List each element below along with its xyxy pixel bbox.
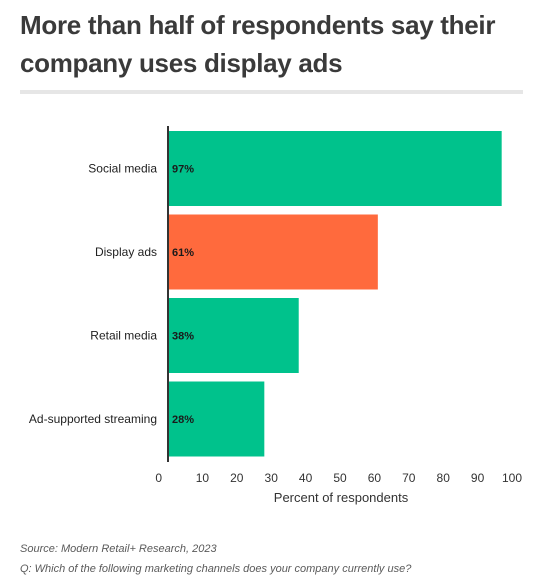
- value-label-retail-media: 38%: [172, 331, 194, 343]
- category-label-display-ads: Display ads: [95, 245, 157, 259]
- category-label-ad-supported-streaming: Ad-supported streaming: [29, 412, 157, 426]
- x-tick-label: 40: [299, 471, 313, 485]
- x-axis-ticks: 0 10 20 30 40 50 60 70 80 90 100: [155, 471, 522, 485]
- x-tick-label: 70: [402, 471, 416, 485]
- x-tick-label: 50: [333, 471, 347, 485]
- value-label-social-media: 97%: [172, 164, 194, 176]
- x-tick-label: 10: [196, 471, 210, 485]
- bar-ad-supported-streaming: [168, 381, 265, 457]
- x-tick-label: 20: [230, 471, 244, 485]
- x-tick-label: 0: [155, 471, 162, 485]
- bars-layer: 97% 61% 38% 28%: [168, 131, 502, 457]
- bar-social-media: [168, 131, 502, 206]
- category-label-social-media: Social media: [88, 162, 157, 176]
- bar-retail-media: [168, 298, 299, 373]
- category-label-retail-media: Retail media: [90, 329, 157, 343]
- value-label-display-ads: 61%: [172, 247, 194, 259]
- title-divider: [20, 90, 523, 94]
- x-axis-label: Percent of respondents: [274, 490, 409, 505]
- bar-display-ads: [168, 214, 378, 290]
- x-tick-label: 30: [265, 471, 279, 485]
- source-note: Source: Modern Retail+ Research, 2023: [20, 543, 217, 555]
- category-labels: Social media Display ads Retail media Ad-su…: [29, 162, 157, 427]
- x-tick-label: 90: [471, 471, 485, 485]
- question-note: Q: Which of the following marketing chan…: [20, 563, 412, 575]
- value-label-ad-supported-streaming: 28%: [172, 414, 194, 426]
- x-tick-label: 80: [437, 471, 451, 485]
- x-tick-label: 60: [368, 471, 382, 485]
- x-tick-label: 100: [502, 471, 522, 485]
- chart-title: More than half of respondents say their …: [20, 10, 496, 78]
